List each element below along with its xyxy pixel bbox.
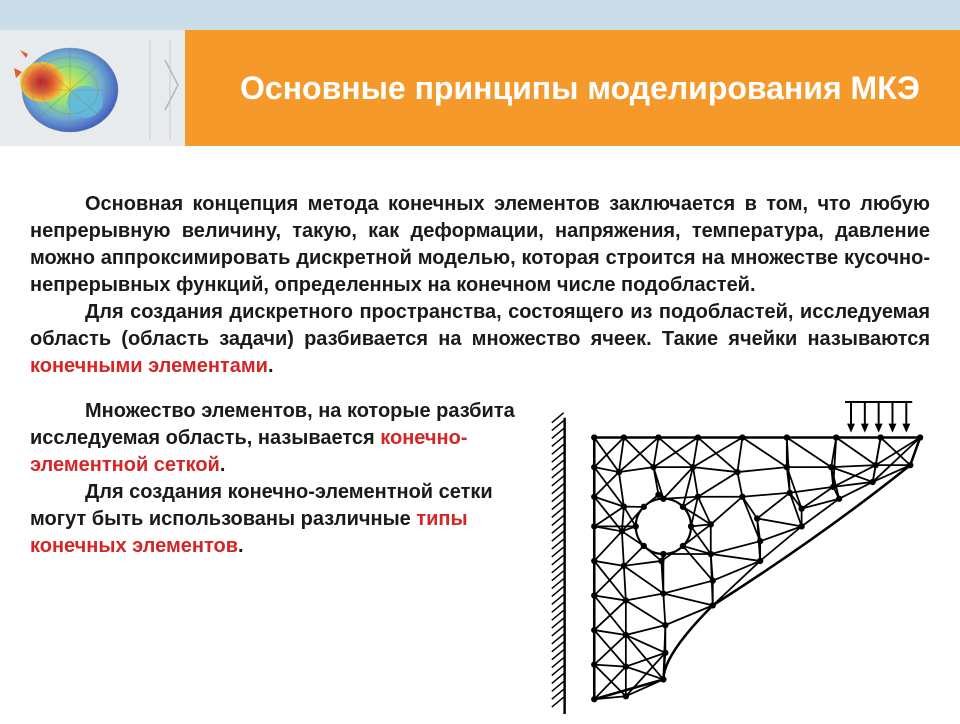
p1-text-a: Основная концепция метода конечных элеме… <box>30 193 930 296</box>
period3: . <box>238 535 244 557</box>
fea-render-icon <box>0 30 185 146</box>
fem-mesh-figure <box>535 398 930 724</box>
slide-title: Основные принципы моделирования МКЭ <box>240 68 920 108</box>
title-row: Основные принципы моделирования МКЭ <box>0 30 960 146</box>
paragraph-2: Множество элементов, на которые разбита … <box>30 398 515 724</box>
period2: . <box>220 454 226 476</box>
paragraph-1: Основная концепция метода конечных элеме… <box>30 191 930 380</box>
title-panel: Основные принципы моделирования МКЭ <box>185 30 960 146</box>
top-accent-bar <box>0 0 960 30</box>
p1-text-b: Для создания дискретного пространства, с… <box>30 301 930 350</box>
period: . <box>268 355 274 377</box>
lower-row: Множество элементов, на которые разбита … <box>0 398 960 724</box>
term-finite-elements: конечными элементами <box>30 355 268 377</box>
main-text: Основная концепция метода конечных элеме… <box>0 146 960 380</box>
